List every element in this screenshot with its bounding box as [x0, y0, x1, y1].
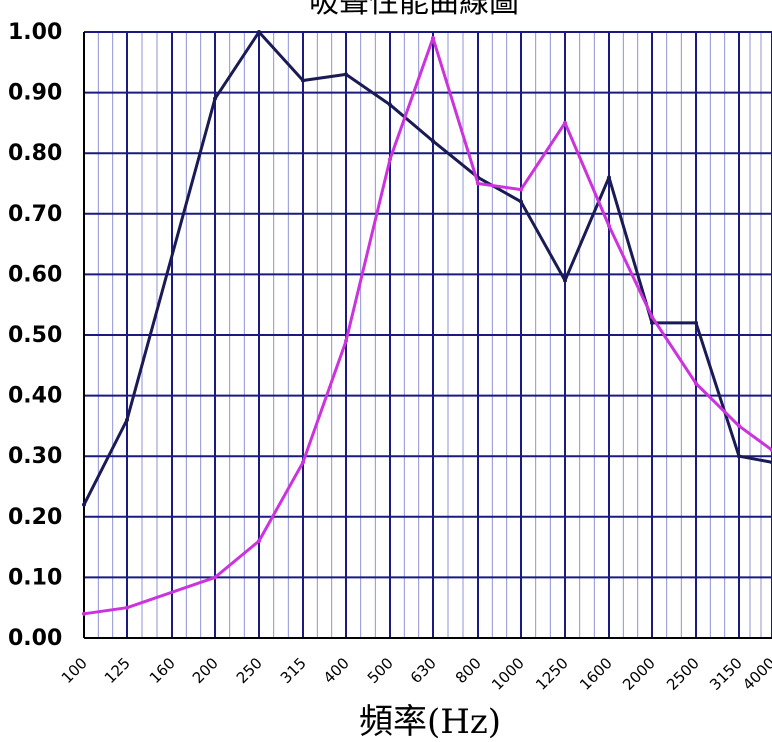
data-point: [563, 278, 567, 283]
data-point: [737, 423, 741, 428]
grid-lines: [83, 31, 772, 639]
data-point: [694, 320, 698, 325]
x-tick-label: 1600: [576, 654, 616, 694]
x-tick-label: 630: [407, 654, 440, 687]
x-tick-label: 100: [58, 654, 91, 687]
x-tick-label: 125: [101, 654, 134, 687]
data-point: [737, 454, 741, 459]
x-axis-label: 頻率(Hz): [359, 702, 501, 742]
data-point: [431, 36, 435, 41]
y-tick-labels: 0.00 0.10 0.20 0.30 0.40 0.50 0.60 0.70 0.80 0.90…: [8, 20, 62, 651]
data-point: [301, 78, 305, 83]
data-point: [257, 30, 261, 34]
x-tick-label: 160: [146, 654, 179, 687]
y-tick-label: 0.00: [8, 626, 62, 651]
data-point: [301, 460, 305, 465]
x-tick-labels: 100 125 160 200 250 315 400 500 630 800 1000 1250 16…: [58, 654, 772, 694]
data-point: [563, 120, 567, 125]
y-tick-label: 1.00: [8, 20, 62, 45]
x-tick-label: 3150: [706, 654, 746, 694]
y-tick-label: 0.30: [8, 444, 62, 469]
y-tick-label: 0.20: [8, 505, 62, 530]
x-tick-label: 315: [277, 654, 310, 687]
y-tick-label: 0.80: [8, 141, 62, 166]
series-lines: [82, 30, 772, 616]
data-point: [476, 181, 480, 186]
data-point: [344, 339, 348, 344]
data-point: [125, 417, 129, 422]
y-tick-label: 0.50: [8, 323, 62, 348]
x-tick-label: 1000: [488, 654, 528, 694]
data-point: [519, 187, 523, 192]
data-point: [82, 502, 86, 507]
data-point: [82, 611, 86, 616]
data-point: [694, 381, 698, 386]
data-point: [650, 314, 654, 319]
data-point: [125, 605, 129, 610]
data-point: [388, 102, 392, 107]
data-point: [650, 320, 654, 325]
x-tick-label: 800: [452, 654, 485, 687]
series-line-2: [83, 36, 772, 616]
data-point: [519, 199, 523, 204]
data-point: [607, 223, 611, 228]
data-point: [388, 157, 392, 162]
x-tick-label: 400: [320, 654, 353, 687]
x-tick-label: 4000: [739, 654, 772, 694]
y-tick-label: 0.40: [8, 384, 62, 409]
data-point: [257, 539, 261, 544]
y-tick-label: 0.10: [8, 565, 62, 590]
y-tick-label: 0.60: [8, 262, 62, 287]
x-tick-label: 250: [233, 654, 266, 687]
data-point: [607, 175, 611, 180]
data-point: [431, 139, 435, 144]
y-tick-label: 0.70: [8, 202, 62, 227]
chart-title: 吸聲性能曲線圖: [309, 0, 519, 20]
x-tick-label: 2000: [619, 654, 659, 694]
series-line-1: [82, 30, 772, 506]
x-tick-label: 200: [189, 654, 222, 687]
y-tick-label: 0.90: [8, 81, 62, 106]
data-point: [213, 96, 217, 101]
x-tick-label: 1250: [532, 654, 572, 694]
data-point: [213, 575, 217, 580]
data-point: [344, 72, 348, 77]
x-tick-label: 500: [364, 654, 397, 687]
x-tick-label: 2500: [663, 654, 703, 694]
